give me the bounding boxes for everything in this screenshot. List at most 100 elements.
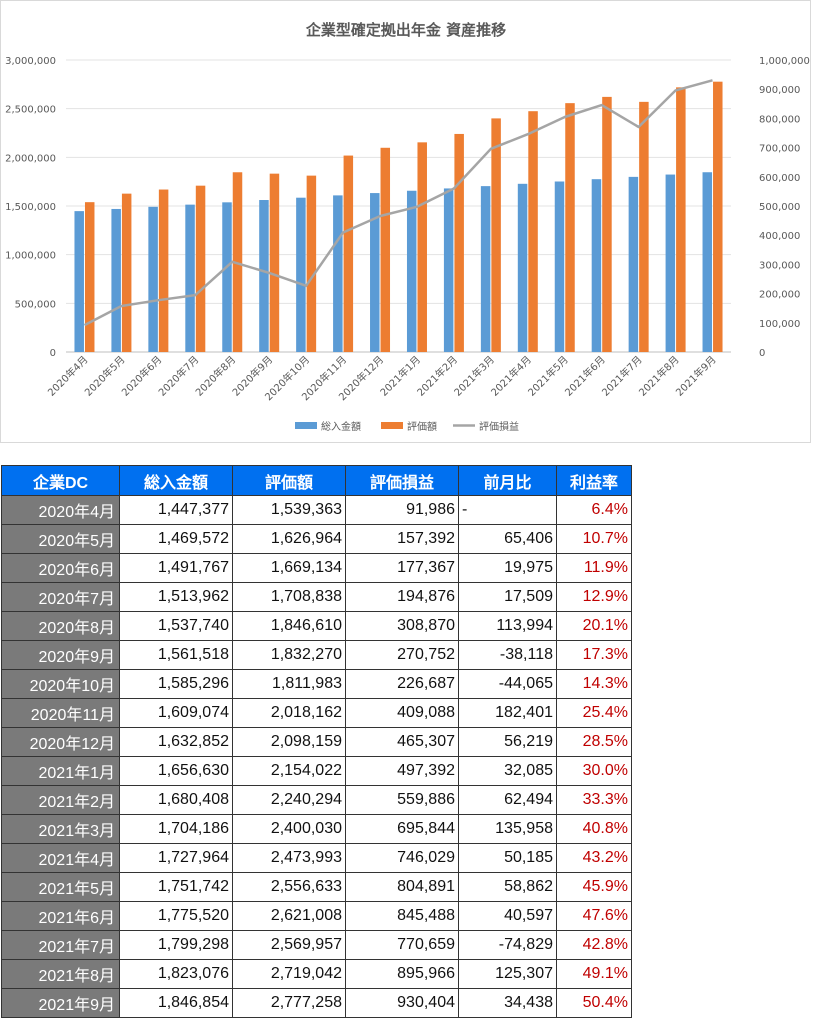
chart-panel: 企業型確定拠出年金 資産推移 0 500,000 1,000,000 1,500,00… [0,0,811,443]
profit-cell: 91,986 [345,495,459,525]
mom-cell: 58,862 [458,872,557,902]
valuation-cell: 2,018,162 [232,698,346,728]
mom-cell: -44,065 [458,669,557,699]
profit-cell: 497,392 [345,756,459,786]
month-cell: 2021年3月 [1,814,120,844]
month-cell: 2020年8月 [1,611,120,641]
deposit-cell: 1,513,962 [119,582,233,612]
table-row: 2021年6月 1,775,520 2,621,008 845,488 40,597 47… [1,901,632,931]
y-tick-label: 3,000,000 [5,56,56,67]
rate-cell: 30.0% [556,756,632,786]
mom-cell: - [458,495,557,525]
y2-tick-label: 100,000 [759,319,800,330]
y-tick-label: 1,500,000 [5,202,56,213]
valuation-cell: 2,777,258 [232,988,346,1018]
valuation-cell: 2,556,633 [232,872,346,902]
y-tick-label: 2,500,000 [5,105,56,116]
gridlines [66,59,731,353]
month-cell: 2020年9月 [1,640,120,670]
y2-tick-label: 600,000 [759,173,800,184]
data-table: 企業DC 総入金額 評価額 評価損益 前月比 利益率 2020年4月 1,447,377 1,… [1,465,632,1018]
bar-valuation [84,202,95,352]
bar-valuation [676,87,686,352]
y-tick-label: 2,000,000 [5,153,56,164]
month-cell: 2020年4月 [1,495,120,525]
mom-cell: 32,085 [458,756,557,786]
bar-deposit [111,208,121,352]
valuation-cell: 2,240,294 [232,785,346,815]
bar-deposit [702,172,713,352]
table-row: 2020年5月 1,469,572 1,626,964 157,392 65,406 10… [1,524,632,554]
deposit-cell: 1,469,572 [119,524,233,554]
y2-tick-label: 1,000,000 [759,56,810,67]
valuation-cell: 1,626,964 [232,524,346,554]
profit-cell: 770,659 [345,930,459,960]
deposit-cell: 1,447,377 [119,495,233,525]
mom-cell: 19,975 [458,553,557,583]
profit-cell: 194,876 [345,582,459,612]
bar-deposit [517,183,528,352]
profit-cell: 559,886 [345,785,459,815]
column-header: 前月比 [458,465,557,496]
rate-cell: 47.6% [556,901,632,931]
month-cell: 2021年7月 [1,930,120,960]
deposit-cell: 1,727,964 [119,843,233,873]
bar-deposit [74,211,84,352]
legend-label: 評価損益 [479,420,519,433]
table-row: 2020年4月 1,447,377 1,539,363 91,986-6.4% [1,495,632,525]
mom-cell: 62,494 [458,785,557,815]
mom-cell: -74,829 [458,930,557,960]
bar-valuation [380,147,391,352]
legend: 総入金額 評価額 評価損益 [295,420,519,433]
rate-cell: 17.3% [556,640,632,670]
table-row: 2020年6月 1,491,767 1,669,134 177,367 19,975 11… [1,553,632,583]
mom-cell: 182,401 [458,698,557,728]
bar-valuation [195,185,206,352]
profit-cell: 409,088 [345,698,459,728]
table-row: 2021年5月 1,751,742 2,556,633 804,891 58,862 45… [1,872,632,902]
deposit-cell: 1,632,852 [119,727,233,757]
table-row: 2021年8月 1,823,076 2,719,042 895,966 125,307 4… [1,959,632,989]
legend-swatch [295,422,317,429]
chart-svg: 企業型確定拠出年金 資産推移 0 500,000 1,000,000 1,500,00… [5,21,810,433]
month-cell: 2020年7月 [1,582,120,612]
bar-valuation [306,175,317,352]
table-row: 2021年3月 1,704,186 2,400,030 695,844 135,958 4… [1,814,632,844]
y2-tick-label: 200,000 [759,290,800,301]
valuation-cell: 1,708,838 [232,582,346,612]
bar-deposit [222,202,232,352]
valuation-cell: 1,539,363 [232,495,346,525]
bar-deposit [406,190,417,352]
valuation-cell: 1,669,134 [232,553,346,583]
month-cell: 2020年5月 [1,524,120,554]
x-axis: 2020年4月2020年5月2020年6月2020年7月2020年8月2020年… [45,353,719,403]
month-cell: 2020年12月 [1,727,120,757]
legend-label: 評価額 [407,420,437,433]
valuation-cell: 2,154,022 [232,756,346,786]
rate-cell: 42.8% [556,930,632,960]
table-row: 2020年9月 1,561,518 1,832,270 270,752 -38,118 1… [1,640,632,670]
mom-cell: 125,307 [458,959,557,989]
profit-cell: 804,891 [345,872,459,902]
deposit-cell: 1,799,298 [119,930,233,960]
month-cell: 2021年1月 [1,756,120,786]
y2-tick-label: 700,000 [759,144,800,155]
profit-cell: 845,488 [345,901,459,931]
mom-cell: -38,118 [458,640,557,670]
bar-deposit [148,206,158,352]
deposit-cell: 1,656,630 [119,756,233,786]
deposit-cell: 1,680,408 [119,785,233,815]
deposit-cell: 1,609,074 [119,698,233,728]
deposit-cell: 1,561,518 [119,640,233,670]
rate-cell: 14.3% [556,669,632,699]
rate-cell: 49.1% [556,959,632,989]
table-row: 2021年4月 1,727,964 2,473,993 746,029 50,185 43… [1,843,632,873]
profit-cell: 226,687 [345,669,459,699]
profit-cell: 895,966 [345,959,459,989]
y2-tick-label: 800,000 [759,114,800,125]
table-row: 2020年8月 1,537,740 1,846,610 308,870 113,994 2… [1,611,632,641]
table-row: 2020年12月 1,632,852 2,098,159 465,307 56,219 2… [1,727,632,757]
rate-cell: 25.4% [556,698,632,728]
bar-valuation [417,142,427,352]
rate-cell: 33.3% [556,785,632,815]
